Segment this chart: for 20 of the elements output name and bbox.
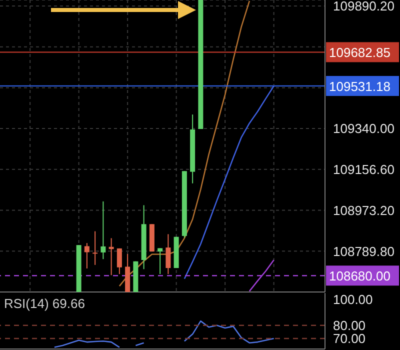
y-tick-label: 109340.00: [333, 121, 394, 136]
y-tick-label: 80.00: [333, 318, 366, 334]
candlestick: [158, 248, 163, 275]
y-tick-label: 70.00: [333, 331, 366, 346]
candlestick: [92, 230, 98, 266]
candlestick: [100, 200, 106, 260]
line-series: [184, 85, 274, 280]
ref-line-label: 109531.18: [329, 78, 390, 94]
y-tick-label: 108973.20: [333, 202, 394, 218]
ref-line-label: 108680.00: [329, 268, 390, 284]
ref-line-label: 109682.85: [329, 45, 390, 60]
y-tick-label: 109890.20: [333, 0, 394, 14]
chart-title: RSI(14) 69.66: [4, 296, 85, 311]
y-tick-label: 108789.80: [333, 244, 394, 259]
candlestick: [84, 242, 90, 269]
y-tick-label: 109156.60: [333, 162, 394, 178]
line-series: [118, 0, 250, 287]
candlestick: [166, 234, 171, 275]
candlestick: [116, 248, 122, 275]
y-tick-label: 100.00: [333, 292, 373, 307]
